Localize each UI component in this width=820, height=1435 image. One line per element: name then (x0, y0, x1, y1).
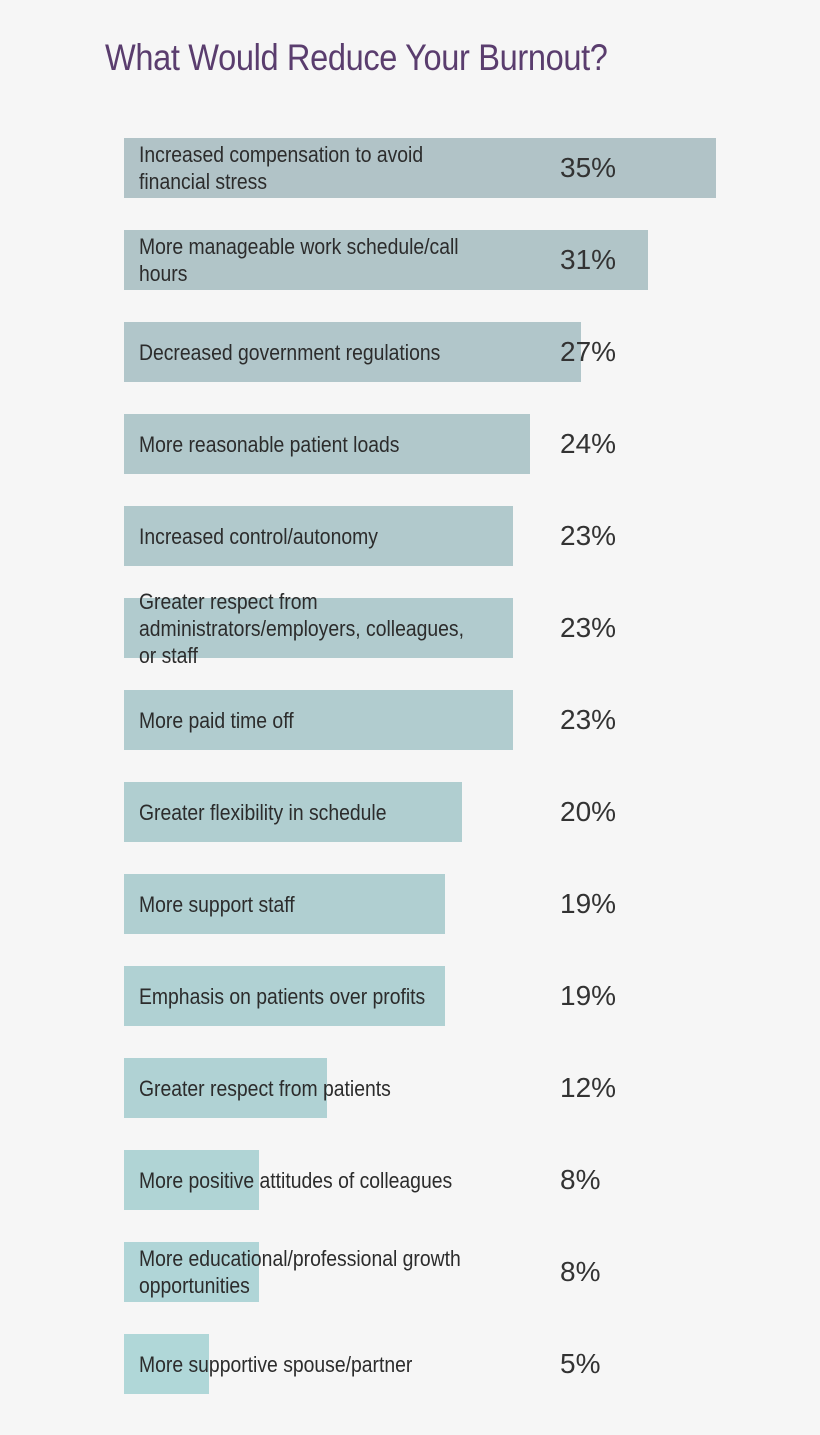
bar-label-text: More educational/professional growth opp… (139, 1246, 461, 1298)
bar (124, 1058, 327, 1118)
bar-label-text: Increased control/autonomy (139, 523, 378, 549)
bar-label-text: Increased compensation to avoid financia… (139, 142, 424, 194)
bar-row: Greater respect from administrators/empl… (0, 589, 820, 668)
bar-row: More support staff 19% (0, 874, 820, 934)
bar-label-text: More manageable work schedule/call hours (139, 234, 459, 286)
bar-value-label: 31% (560, 244, 617, 275)
bar (124, 690, 513, 750)
bar-value-label: 19% (560, 888, 617, 919)
bar-label-text: Emphasis on patients over profits (139, 983, 426, 1009)
bar-label: More educational/professional growth opp… (139, 1242, 529, 1302)
bar-label: Decreased government regulations (139, 322, 529, 382)
bar-label: Greater respect from patients (139, 1058, 529, 1118)
bar-row: Greater flexibility in schedule 20% (0, 782, 820, 842)
bar-label-text: More paid time off (139, 707, 294, 733)
page-title: What Would Reduce Your Burnout? (105, 37, 608, 78)
bar-value-label: 23% (560, 520, 617, 551)
bar-label-text: More support staff (139, 891, 295, 917)
bar-value-label: 35% (560, 152, 617, 183)
bar-label: More positive attitudes of colleagues (139, 1150, 529, 1210)
bar (124, 506, 513, 566)
bar-label: More support staff (139, 874, 529, 934)
bar-row: More reasonable patient loads 24% (0, 414, 820, 474)
bar-value-label: 24% (560, 428, 617, 459)
bar-value-label: 20% (560, 796, 617, 827)
bar-row: More supportive spouse/partner 5% (0, 1334, 820, 1394)
bar (124, 230, 648, 290)
bar-row: More manageable work schedule/call hours… (0, 230, 820, 290)
bar (124, 1334, 209, 1394)
bar (124, 1150, 259, 1210)
bar (124, 322, 581, 382)
bar-row: Emphasis on patients over profits 19% (0, 966, 820, 1026)
bar-label: Increased control/autonomy (139, 506, 529, 566)
bar-label: More manageable work schedule/call hours (139, 230, 529, 290)
bar-row: Increased compensation to avoid financia… (0, 138, 820, 198)
bar-row: Decreased government regulations 27% (0, 322, 820, 382)
bar-label: Greater flexibility in schedule (139, 782, 529, 842)
bar (124, 966, 445, 1026)
bar-label: Emphasis on patients over profits (139, 966, 529, 1026)
bar-label-text: Decreased government regulations (139, 339, 441, 365)
bar-row: More paid time off 23% (0, 690, 820, 750)
bar (124, 782, 462, 842)
bar-label: More reasonable patient loads (139, 414, 529, 474)
bar-row: Greater respect from patients 12% (0, 1058, 820, 1118)
bar (124, 138, 716, 198)
bar (124, 598, 513, 658)
bar-label: More supportive spouse/partner (139, 1334, 529, 1394)
bar-row: More positive attitudes of colleagues 8% (0, 1150, 820, 1210)
bar-value-label: 12% (560, 1072, 617, 1103)
bar-value-label: 23% (560, 704, 617, 735)
bar (124, 414, 530, 474)
bar-label-text: More reasonable patient loads (139, 431, 400, 457)
bar-value-label: 27% (560, 336, 617, 367)
bar-value-label: 8% (560, 1164, 601, 1195)
bar-label-text: Greater flexibility in schedule (139, 799, 387, 825)
bar (124, 1242, 259, 1302)
bar-label: Greater respect from administrators/empl… (139, 589, 529, 668)
bar-row: More educational/professional growth opp… (0, 1242, 820, 1302)
bar-value-label: 5% (560, 1348, 601, 1379)
bar-label: Increased compensation to avoid financia… (139, 138, 529, 198)
bar-label-text: More supportive spouse/partner (139, 1351, 413, 1377)
bar-value-label: 19% (560, 980, 617, 1011)
bar-label: More paid time off (139, 690, 529, 750)
bar-row: Increased control/autonomy 23% (0, 506, 820, 566)
bar-value-label: 23% (560, 612, 617, 643)
bar-label-text: Greater respect from patients (139, 1075, 391, 1101)
bar (124, 874, 445, 934)
bar-label-text: More positive attitudes of colleagues (139, 1167, 453, 1193)
bar-label-text: Greater respect from administrators/empl… (139, 588, 464, 668)
bar-value-label: 8% (560, 1256, 601, 1287)
